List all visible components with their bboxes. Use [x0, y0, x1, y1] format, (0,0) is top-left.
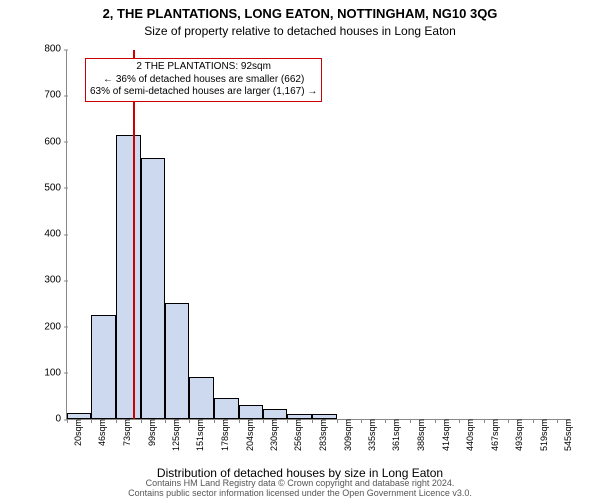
x-tick-label: 361sqm — [389, 419, 401, 451]
x-tick-mark — [337, 419, 338, 423]
x-tick-mark — [385, 419, 386, 423]
plot-area: 010020030040050060070080020sqm46sqm73sqm… — [66, 50, 570, 420]
y-tick: 600 — [44, 136, 67, 147]
annotation-line-3: 63% of semi-detached houses are larger (… — [90, 86, 317, 99]
property-size-chart: 2, THE PLANTATIONS, LONG EATON, NOTTINGH… — [0, 0, 600, 500]
x-tick-mark — [435, 419, 436, 423]
y-tick: 400 — [44, 229, 67, 240]
x-tick-mark — [165, 419, 166, 423]
histogram-bar — [189, 377, 214, 419]
x-tick-mark — [91, 419, 92, 423]
x-tick-label: 20sqm — [71, 419, 83, 446]
histogram-bar — [214, 398, 238, 419]
chart-title: 2, THE PLANTATIONS, LONG EATON, NOTTINGH… — [0, 6, 600, 21]
y-tick: 500 — [44, 182, 67, 193]
x-tick-mark — [141, 419, 142, 423]
x-tick-label: 125sqm — [169, 419, 181, 451]
footer-attribution: Contains HM Land Registry data © Crown c… — [0, 479, 600, 499]
y-tick: 0 — [55, 414, 67, 425]
histogram-bar — [263, 409, 287, 419]
x-tick-mark — [239, 419, 240, 423]
x-tick-label: 388sqm — [414, 419, 426, 451]
x-tick-mark — [557, 419, 558, 423]
x-tick-label: 545sqm — [561, 419, 573, 451]
x-tick-label: 46sqm — [95, 419, 107, 446]
x-tick-mark — [459, 419, 460, 423]
x-tick-mark — [263, 419, 264, 423]
x-tick-mark — [508, 419, 509, 423]
footer-line-2: Contains public sector information licen… — [0, 489, 600, 499]
x-tick-label: 335sqm — [365, 419, 377, 451]
x-tick-label: 151sqm — [193, 419, 205, 451]
histogram-bar — [91, 315, 116, 419]
x-tick-mark — [214, 419, 215, 423]
chart-subtitle: Size of property relative to detached ho… — [0, 24, 600, 38]
x-tick-mark — [410, 419, 411, 423]
y-tick: 200 — [44, 321, 67, 332]
x-tick-label: 493sqm — [512, 419, 524, 451]
y-tick: 700 — [44, 90, 67, 101]
x-tick-label: 467sqm — [488, 419, 500, 451]
histogram-bar — [165, 303, 189, 419]
x-tick-label: 256sqm — [291, 419, 303, 451]
reference-line — [133, 50, 135, 419]
histogram-bar — [116, 135, 140, 419]
x-tick-mark — [67, 419, 68, 423]
x-tick-mark — [484, 419, 485, 423]
y-tick: 300 — [44, 275, 67, 286]
x-tick-mark — [312, 419, 313, 423]
x-tick-label: 440sqm — [463, 419, 475, 451]
x-tick-mark — [287, 419, 288, 423]
histogram-bar — [141, 158, 165, 419]
x-tick-label: 414sqm — [439, 419, 451, 451]
x-tick-label: 73sqm — [120, 419, 132, 446]
annotation-line-2: ← 36% of detached houses are smaller (66… — [90, 74, 317, 87]
histogram-bar — [239, 405, 263, 419]
x-tick-mark — [533, 419, 534, 423]
x-tick-label: 99sqm — [145, 419, 157, 446]
annotation-line-1: 2 THE PLANTATIONS: 92sqm — [90, 61, 317, 74]
x-tick-label: 178sqm — [218, 419, 230, 451]
x-tick-label: 204sqm — [243, 419, 255, 451]
x-tick-label: 309sqm — [341, 419, 353, 451]
x-tick-mark — [189, 419, 190, 423]
y-tick: 100 — [44, 367, 67, 378]
y-tick: 800 — [44, 44, 67, 55]
x-tick-mark — [361, 419, 362, 423]
x-tick-label: 519sqm — [537, 419, 549, 451]
x-tick-mark — [116, 419, 117, 423]
annotation-box: 2 THE PLANTATIONS: 92sqm ← 36% of detach… — [85, 58, 322, 102]
x-tick-label: 230sqm — [267, 419, 279, 451]
x-tick-label: 283sqm — [316, 419, 328, 451]
